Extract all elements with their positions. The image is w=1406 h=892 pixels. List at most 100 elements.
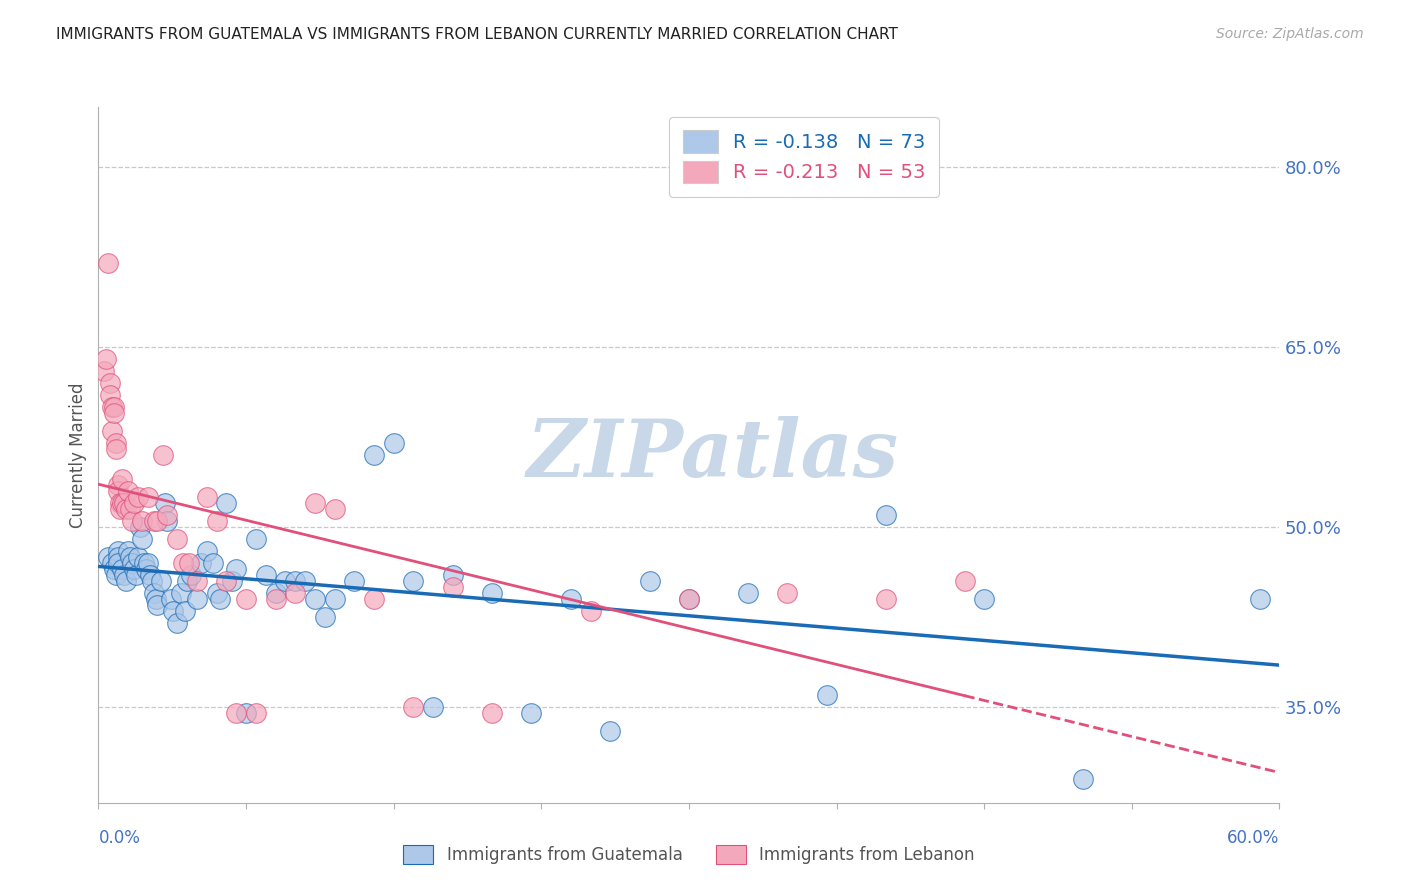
Point [1249,591,1271,606]
Point [142,514,165,528]
Point [776,586,799,600]
Point [284,574,307,588]
Point [638,574,661,588]
Point [343,574,366,588]
Point [737,586,759,600]
Point [138,567,160,582]
Point [122,562,145,576]
Point [973,591,995,606]
Point [111,562,134,576]
Point [93,364,115,378]
Point [103,406,125,420]
Point [402,699,425,714]
Point [221,574,243,588]
Point [172,556,194,570]
Point [875,508,897,522]
Text: Source: ZipAtlas.com: Source: ZipAtlas.com [1216,27,1364,41]
Point [441,567,464,582]
Point [274,574,297,588]
Point [97,549,120,564]
Point [176,574,198,588]
Point [141,574,163,588]
Point [156,508,179,522]
Point [579,604,602,618]
Point [101,424,124,438]
Point [111,496,134,510]
Point [402,574,425,588]
Point [107,544,129,558]
Point [382,436,405,450]
Text: ZIPatlas: ZIPatlas [526,417,898,493]
Point [115,502,138,516]
Point [205,514,228,528]
Point [136,490,159,504]
Legend: Immigrants from Guatemala, Immigrants from Lebanon: Immigrants from Guatemala, Immigrants fr… [394,835,984,874]
Point [135,562,157,576]
Point [107,556,129,570]
Point [118,502,141,516]
Point [112,567,135,582]
Point [121,556,143,570]
Point [128,520,150,534]
Point [131,514,153,528]
Point [166,615,188,630]
Point [284,586,307,600]
Point [422,699,444,714]
Point [166,532,188,546]
Point [264,586,287,600]
Point [146,598,169,612]
Point [215,496,238,510]
Point [108,496,131,510]
Point [107,478,129,492]
Point [103,400,125,414]
Point [678,591,700,606]
Point [304,591,326,606]
Point [363,591,385,606]
Point [195,490,218,504]
Point [481,586,503,600]
Point [115,574,138,588]
Point [205,586,228,600]
Text: IMMIGRANTS FROM GUATEMALA VS IMMIGRANTS FROM LEBANON CURRENTLY MARRIED CORRELATI: IMMIGRANTS FROM GUATEMALA VS IMMIGRANTS … [56,27,898,42]
Point [180,567,202,582]
Point [152,448,174,462]
Point [121,514,143,528]
Point [174,604,197,618]
Point [209,591,232,606]
Text: 0.0%: 0.0% [98,829,141,847]
Point [170,586,193,600]
Point [117,544,139,558]
Point [117,483,139,498]
Point [520,706,543,720]
Point [98,376,121,390]
Point [215,574,238,588]
Point [225,706,247,720]
Point [145,591,167,606]
Point [314,610,336,624]
Point [264,591,287,606]
Point [235,706,257,720]
Point [678,591,700,606]
Point [131,532,153,546]
Point [103,562,125,576]
Point [136,556,159,570]
Point [560,591,582,606]
Point [105,567,128,582]
Point [111,472,134,486]
Point [235,591,257,606]
Text: 60.0%: 60.0% [1227,829,1279,847]
Point [481,706,503,720]
Point [225,562,247,576]
Point [107,483,129,498]
Point [155,496,177,510]
Point [142,586,165,600]
Point [245,706,267,720]
Point [245,532,267,546]
Point [162,604,184,618]
Point [186,591,208,606]
Point [108,502,131,516]
Point [363,448,385,462]
Point [97,256,120,270]
Point [132,556,155,570]
Point [599,723,621,738]
